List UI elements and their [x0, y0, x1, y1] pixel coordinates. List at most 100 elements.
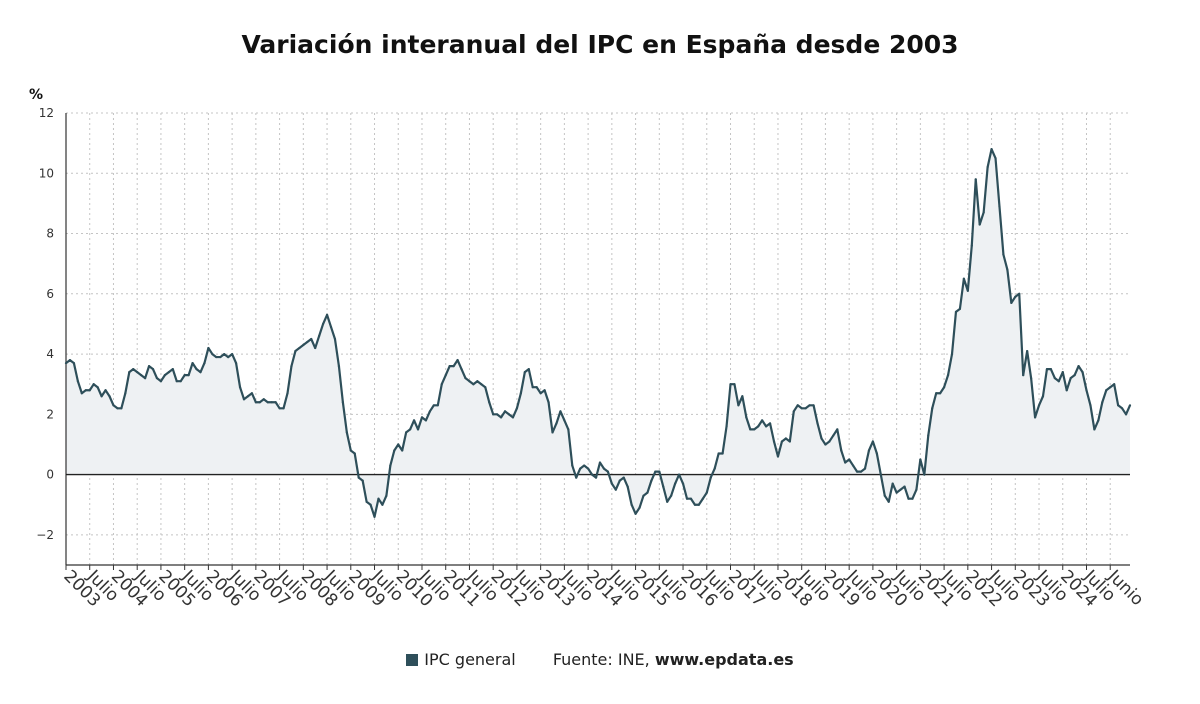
- data-point: [274, 401, 277, 404]
- data-point: [393, 449, 396, 452]
- data-point: [602, 467, 606, 470]
- legend-label-ipc-general: IPC general: [424, 650, 516, 669]
- data-point: [931, 407, 934, 410]
- data-point: [80, 392, 83, 395]
- data-point: [238, 386, 242, 389]
- data-point: [527, 368, 530, 371]
- data-point: [155, 377, 159, 380]
- data-point: [768, 422, 772, 425]
- data-point: [563, 419, 566, 422]
- data-point: [345, 431, 348, 434]
- data-point: [1057, 380, 1060, 383]
- axes: [65, 113, 1130, 570]
- data-point: [397, 443, 400, 446]
- data-point: [903, 485, 906, 488]
- data-point: [484, 386, 487, 389]
- data-point: [1120, 407, 1124, 410]
- data-point: [499, 416, 503, 419]
- data-point: [96, 386, 99, 389]
- data-point: [954, 310, 958, 313]
- source-website: www.epdata.es: [654, 650, 794, 669]
- data-point: [389, 464, 392, 467]
- data-point: [171, 368, 174, 371]
- y-tick-label: 2: [46, 407, 54, 421]
- y-tick-label: 8: [46, 227, 54, 241]
- data-point: [262, 398, 265, 401]
- data-point: [539, 392, 542, 395]
- data-point: [587, 467, 590, 470]
- data-point: [147, 365, 151, 368]
- data-point: [468, 380, 471, 383]
- data-point: [1124, 413, 1128, 416]
- data-point: [654, 470, 657, 473]
- data-point: [551, 431, 554, 434]
- data-point: [681, 482, 685, 485]
- data-point: [464, 377, 467, 380]
- data-point: [1014, 295, 1017, 298]
- data-point: [1113, 383, 1116, 386]
- data-point: [701, 497, 704, 500]
- data-point: [776, 455, 780, 458]
- data-point: [1128, 404, 1132, 407]
- data-point: [891, 482, 894, 485]
- data-point: [349, 449, 352, 452]
- data-point: [234, 362, 238, 365]
- series-line-ipc-general: [65, 148, 1132, 518]
- data-point: [266, 401, 269, 404]
- data-point: [780, 440, 784, 443]
- data-point: [1061, 371, 1064, 374]
- data-point: [737, 404, 740, 407]
- data-point: [175, 380, 178, 383]
- data-point: [543, 389, 546, 392]
- data-point: [1109, 386, 1112, 389]
- data-point: [329, 325, 333, 329]
- data-point: [112, 404, 115, 407]
- data-point: [709, 476, 712, 479]
- series-line-layer: [64, 148, 1132, 518]
- data-point: [907, 497, 910, 500]
- data-point: [325, 313, 329, 316]
- data-point: [361, 479, 364, 482]
- data-point: [1081, 371, 1084, 374]
- data-point: [250, 392, 253, 395]
- data-point: [1026, 349, 1029, 353]
- data-point: [816, 422, 819, 425]
- data-point: [547, 401, 550, 404]
- data-point: [749, 428, 752, 431]
- data-point: [507, 413, 511, 416]
- data-point: [286, 392, 289, 395]
- data-point: [784, 437, 787, 440]
- data-point: [610, 482, 613, 485]
- data-point: [322, 322, 325, 326]
- data-point: [899, 488, 902, 491]
- data-point: [231, 352, 234, 356]
- data-point: [666, 500, 669, 503]
- data-point: [187, 374, 190, 377]
- data-point: [1010, 301, 1013, 304]
- data-point: [990, 148, 993, 151]
- data-point: [511, 416, 515, 419]
- data-point: [84, 389, 87, 392]
- data-point: [227, 355, 230, 359]
- data-point: [650, 479, 653, 482]
- data-point: [626, 485, 629, 488]
- data-point: [808, 404, 811, 407]
- data-point: [911, 497, 914, 500]
- data-point: [741, 395, 744, 398]
- data-point: [219, 355, 222, 359]
- data-point: [567, 428, 570, 431]
- data-point: [998, 205, 1001, 208]
- data-point: [855, 470, 859, 473]
- data-point: [246, 395, 250, 398]
- data-point: [875, 452, 878, 455]
- data-point: [314, 346, 317, 350]
- data-point: [535, 386, 538, 389]
- data-point: [863, 467, 867, 470]
- data-point: [191, 362, 194, 365]
- data-point: [622, 476, 625, 479]
- data-point: [151, 368, 155, 371]
- data-point: [713, 467, 716, 470]
- data-point: [879, 473, 882, 476]
- series-area: [66, 149, 1130, 517]
- data-point: [733, 383, 736, 386]
